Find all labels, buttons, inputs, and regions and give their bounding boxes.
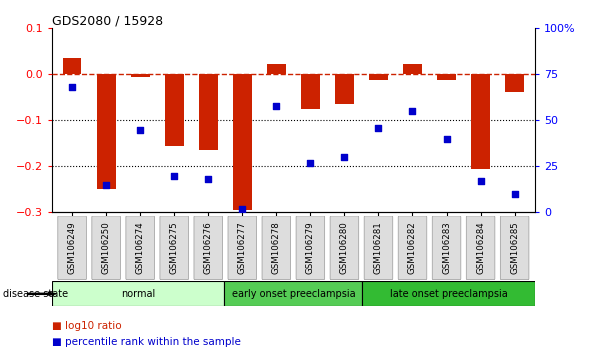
Text: late onset preeclampsia: late onset preeclampsia (390, 289, 508, 299)
Point (272, 103, 282, 108)
Text: GSM106249: GSM106249 (67, 222, 77, 274)
Point (407, 108, 417, 114)
Text: disease state: disease state (3, 289, 68, 299)
Bar (267, 64, 286, 74)
Bar (403, 64, 422, 74)
Point (510, 191, 519, 197)
FancyBboxPatch shape (126, 216, 154, 280)
Text: GSM106283: GSM106283 (442, 221, 451, 274)
Bar (505, 74, 524, 92)
FancyBboxPatch shape (432, 216, 461, 280)
Bar (224, 281, 362, 306)
Bar (471, 74, 490, 169)
Text: ■ percentile rank within the sample: ■ percentile rank within the sample (52, 337, 241, 347)
Text: GSM106279: GSM106279 (306, 222, 315, 274)
Bar (437, 74, 456, 80)
Text: GSM106281: GSM106281 (374, 221, 383, 274)
FancyBboxPatch shape (92, 216, 120, 280)
Text: ■ log10 ratio: ■ log10 ratio (52, 321, 122, 331)
FancyBboxPatch shape (398, 216, 427, 280)
Text: GSM106277: GSM106277 (238, 221, 247, 274)
Text: GSM106276: GSM106276 (204, 221, 213, 274)
Bar (301, 74, 320, 109)
FancyBboxPatch shape (330, 216, 359, 280)
Text: GDS2080 / 15928: GDS2080 / 15928 (52, 14, 163, 27)
Text: early onset preeclampsia: early onset preeclampsia (232, 289, 355, 299)
Text: normal: normal (121, 289, 155, 299)
Text: GSM106280: GSM106280 (340, 221, 349, 274)
Point (204, 176, 213, 182)
FancyBboxPatch shape (296, 216, 325, 280)
Text: GSM106274: GSM106274 (136, 221, 145, 274)
FancyBboxPatch shape (194, 216, 223, 280)
Text: GSM106250: GSM106250 (102, 221, 111, 274)
FancyBboxPatch shape (58, 216, 86, 280)
FancyBboxPatch shape (500, 216, 529, 280)
Point (67, 84, 77, 90)
Text: GSM106284: GSM106284 (476, 221, 485, 274)
Text: GSM106282: GSM106282 (408, 221, 417, 274)
Point (441, 136, 451, 142)
Point (170, 173, 179, 178)
Point (339, 154, 349, 160)
FancyBboxPatch shape (262, 216, 291, 280)
Point (238, 206, 247, 212)
Text: GSM106278: GSM106278 (272, 221, 281, 274)
Text: GSM106285: GSM106285 (510, 221, 519, 274)
Point (136, 127, 145, 132)
Bar (369, 74, 388, 80)
Point (102, 182, 111, 188)
FancyBboxPatch shape (228, 216, 257, 280)
FancyBboxPatch shape (466, 216, 495, 280)
Bar (233, 74, 252, 210)
Point (305, 160, 315, 166)
Bar (362, 281, 535, 306)
FancyBboxPatch shape (160, 216, 188, 280)
Bar (199, 74, 218, 150)
Point (475, 178, 485, 184)
Bar (63, 58, 81, 74)
Bar (335, 74, 354, 104)
FancyBboxPatch shape (364, 216, 393, 280)
Bar (131, 74, 150, 77)
Point (373, 125, 383, 131)
Text: GSM106275: GSM106275 (170, 221, 179, 274)
Bar (52, 281, 224, 306)
Bar (165, 74, 184, 146)
Bar (97, 74, 116, 189)
